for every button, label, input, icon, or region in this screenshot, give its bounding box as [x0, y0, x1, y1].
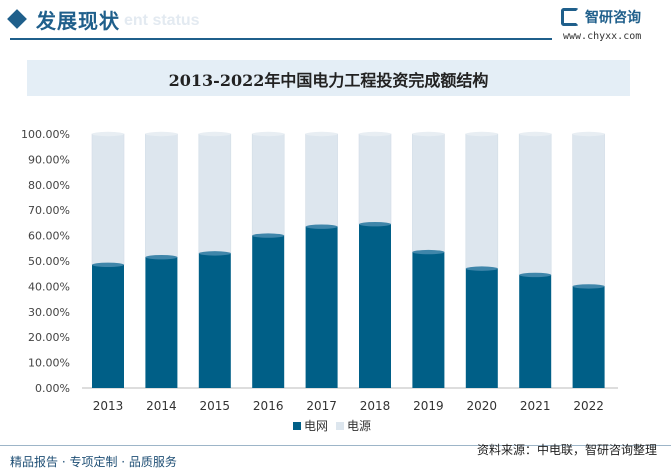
- bar-power-cap: [359, 131, 391, 137]
- x-tick-label: 2020: [467, 399, 498, 413]
- bar-grid: [252, 235, 285, 388]
- bar-grid-cap: [305, 224, 338, 229]
- bar-power-cap: [305, 131, 338, 137]
- x-tick-label: 2022: [573, 399, 604, 413]
- bar-grid: [92, 264, 124, 388]
- chart-title: 2013-2022年中国电力工程投资完成额结构: [168, 71, 489, 90]
- header: 发展现状 ent status 智研咨询 www.chyxx.com: [0, 0, 671, 44]
- bar-power: [91, 133, 125, 266]
- y-tick-label: 60.00%: [28, 230, 70, 243]
- bar-power: [251, 133, 285, 236]
- x-tick-label: 2018: [360, 399, 391, 413]
- legend-swatch-grid: [293, 422, 301, 430]
- bar-grid: [198, 253, 231, 388]
- bar-grid: [145, 257, 178, 388]
- bar-grid: [359, 224, 391, 388]
- x-tick-label: 2015: [200, 399, 231, 413]
- section-title: 发展现状: [36, 9, 120, 33]
- bar-grid-cap: [412, 249, 445, 255]
- legend-item-grid: 电网: [293, 417, 328, 434]
- header-divider: [10, 38, 552, 40]
- bar-grid-cap: [145, 254, 178, 260]
- x-tick-label: 2016: [253, 399, 284, 413]
- section-ghost-text: ent status: [124, 12, 200, 29]
- bar-grid: [412, 252, 445, 388]
- bar-power-cap: [198, 131, 231, 137]
- bar-power: [518, 133, 552, 276]
- bar-power: [358, 133, 392, 225]
- bar-power-cap: [252, 131, 285, 137]
- chart-title-band: 2013-2022年中国电力工程投资完成额结构: [27, 60, 630, 96]
- bar-grid: [465, 268, 498, 388]
- x-tick-label: 2019: [413, 399, 444, 413]
- bar-power: [198, 133, 232, 254]
- x-tick-label: 2021: [520, 399, 551, 413]
- x-tick-label: 2017: [306, 399, 337, 413]
- x-tick-label: 2014: [146, 399, 177, 413]
- bar-grid-cap: [252, 233, 285, 238]
- y-tick-label: 40.00%: [28, 280, 70, 293]
- legend-label-power: 电源: [347, 419, 372, 433]
- bar-grid: [305, 226, 338, 388]
- y-tick-label: 10.00%: [28, 357, 70, 370]
- bar-power: [305, 133, 338, 228]
- bar-power: [572, 133, 605, 287]
- y-tick-label: 0.00%: [35, 382, 70, 395]
- diamond-icon: [7, 9, 27, 29]
- bar-grid: [519, 274, 552, 388]
- logo: 智研咨询 www.chyxx.com: [561, 6, 661, 46]
- legend-item-power: 电源: [336, 417, 371, 434]
- legend: 电网 电源: [0, 417, 671, 437]
- bar-power-cap: [465, 131, 498, 137]
- bar-power: [465, 133, 499, 269]
- logo-name: 智研咨询: [585, 10, 641, 26]
- y-tick-label: 80.00%: [28, 179, 70, 192]
- bar-power-cap: [412, 131, 445, 137]
- y-tick-label: 50.00%: [28, 255, 70, 268]
- y-tick-label: 30.00%: [28, 306, 70, 319]
- stacked-bar-chart: 0.00% 10.00% 20.00% 30.00% 40.00% 50.00% 60.00…: [21, 128, 618, 413]
- bar-grid-cap: [92, 262, 124, 268]
- footer-source: 资料来源：中电联，智研咨询整理: [476, 443, 657, 457]
- legend-swatch-power: [336, 422, 344, 430]
- logo-url: www.chyxx.com: [563, 31, 642, 42]
- bar-power: [412, 133, 445, 253]
- bar-grid-cap: [198, 251, 231, 256]
- bar-power-cap: [572, 131, 605, 137]
- y-tick-label: 70.00%: [28, 204, 70, 217]
- bar-grid-cap: [465, 266, 498, 271]
- bar-power: [145, 133, 178, 258]
- x-tick-label: 2013: [93, 399, 124, 413]
- bar-power-cap: [519, 131, 552, 137]
- bar-power-cap: [145, 131, 178, 137]
- bar-grid-cap: [359, 221, 391, 227]
- y-tick-label: 20.00%: [28, 331, 70, 344]
- bar-grid-cap: [519, 272, 552, 278]
- bar-grid-cap: [572, 284, 605, 289]
- y-tick-label: 100.00%: [21, 128, 70, 141]
- footer-tagline: 精品报告 · 专项定制 · 品质服务: [10, 455, 177, 469]
- y-tick-label: 90.00%: [28, 153, 70, 166]
- bar-power-cap: [92, 131, 124, 137]
- footer-divider: [0, 445, 671, 446]
- bar-grid: [572, 286, 605, 388]
- logo-icon: [561, 8, 579, 26]
- legend-label-grid: 电网: [304, 419, 329, 433]
